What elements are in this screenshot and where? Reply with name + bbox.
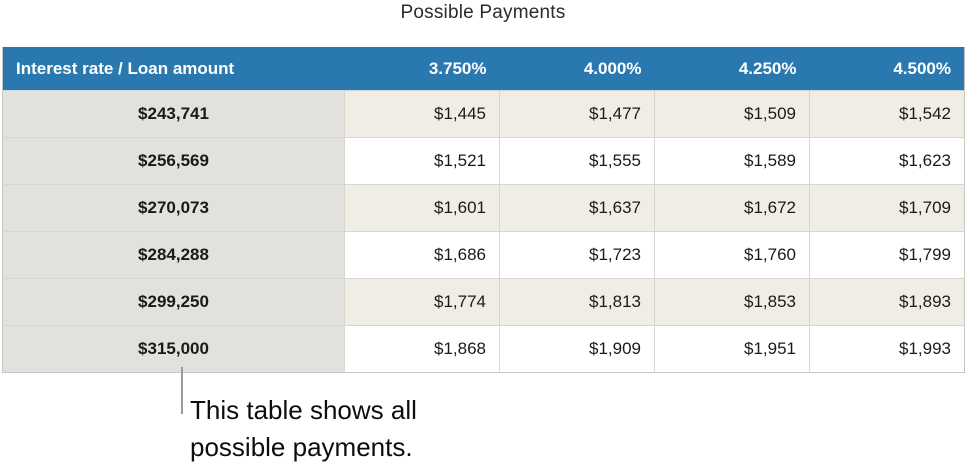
loan-amount-cell[interactable]: $284,288 xyxy=(2,231,345,279)
payment-cell[interactable]: $1,477 xyxy=(499,90,655,138)
payment-cell[interactable]: $1,542 xyxy=(809,90,965,138)
payment-cell[interactable]: $1,868 xyxy=(344,325,500,373)
table-row: $270,073 $1,601 $1,637 $1,672 $1,709 xyxy=(2,184,965,232)
table-row: $299,250 $1,774 $1,813 $1,853 $1,893 xyxy=(2,278,965,326)
loan-amount-cell[interactable]: $299,250 xyxy=(2,278,345,326)
table-row: $315,000 $1,868 $1,909 $1,951 $1,993 xyxy=(2,325,965,373)
table-header-row: Interest rate / Loan amount 3.750% 4.000… xyxy=(2,47,965,91)
payment-cell[interactable]: $1,774 xyxy=(344,278,500,326)
loan-amount-cell[interactable]: $243,741 xyxy=(2,90,345,138)
header-cell-rate-4250[interactable]: 4.250% xyxy=(654,47,810,91)
loan-amount-cell[interactable]: $256,569 xyxy=(2,137,345,185)
payment-cell[interactable]: $1,853 xyxy=(654,278,810,326)
payment-cell[interactable]: $1,637 xyxy=(499,184,655,232)
payment-cell[interactable]: $1,623 xyxy=(809,137,965,185)
header-cell-loan-amount[interactable]: Interest rate / Loan amount xyxy=(2,47,345,91)
loan-amount-cell[interactable]: $270,073 xyxy=(2,184,345,232)
payment-cell[interactable]: $1,993 xyxy=(809,325,965,373)
callout-line-1: This table shows all xyxy=(190,395,417,425)
possible-payments-table: Interest rate / Loan amount 3.750% 4.000… xyxy=(2,47,965,373)
loan-amount-cell[interactable]: $315,000 xyxy=(2,325,345,373)
payment-cell[interactable]: $1,951 xyxy=(654,325,810,373)
table-row: $243,741 $1,445 $1,477 $1,509 $1,542 xyxy=(2,90,965,138)
payment-cell[interactable]: $1,893 xyxy=(809,278,965,326)
payment-cell[interactable]: $1,555 xyxy=(499,137,655,185)
payment-cell[interactable]: $1,521 xyxy=(344,137,500,185)
payment-cell[interactable]: $1,445 xyxy=(344,90,500,138)
payment-cell[interactable]: $1,723 xyxy=(499,231,655,279)
header-cell-rate-4500[interactable]: 4.500% xyxy=(809,47,965,91)
payment-cell[interactable]: $1,686 xyxy=(344,231,500,279)
table-row: $284,288 $1,686 $1,723 $1,760 $1,799 xyxy=(2,231,965,279)
page-title: Possible Payments xyxy=(400,2,566,23)
payment-cell[interactable]: $1,709 xyxy=(809,184,965,232)
payment-cell[interactable]: $1,909 xyxy=(499,325,655,373)
payment-cell[interactable]: $1,813 xyxy=(499,278,655,326)
payment-cell[interactable]: $1,799 xyxy=(809,231,965,279)
payment-cell[interactable]: $1,672 xyxy=(654,184,810,232)
callout-connector-line xyxy=(181,367,183,414)
callout-annotation: This table shows all possible payments. xyxy=(190,392,417,466)
header-cell-rate-3750[interactable]: 3.750% xyxy=(344,47,500,91)
header-cell-rate-4000[interactable]: 4.000% xyxy=(499,47,655,91)
payment-cell[interactable]: $1,589 xyxy=(654,137,810,185)
payment-cell[interactable]: $1,509 xyxy=(654,90,810,138)
table-row: $256,569 $1,521 $1,555 $1,589 $1,623 xyxy=(2,137,965,185)
payment-cell[interactable]: $1,760 xyxy=(654,231,810,279)
payment-cell[interactable]: $1,601 xyxy=(344,184,500,232)
callout-line-2: possible payments. xyxy=(190,432,413,462)
